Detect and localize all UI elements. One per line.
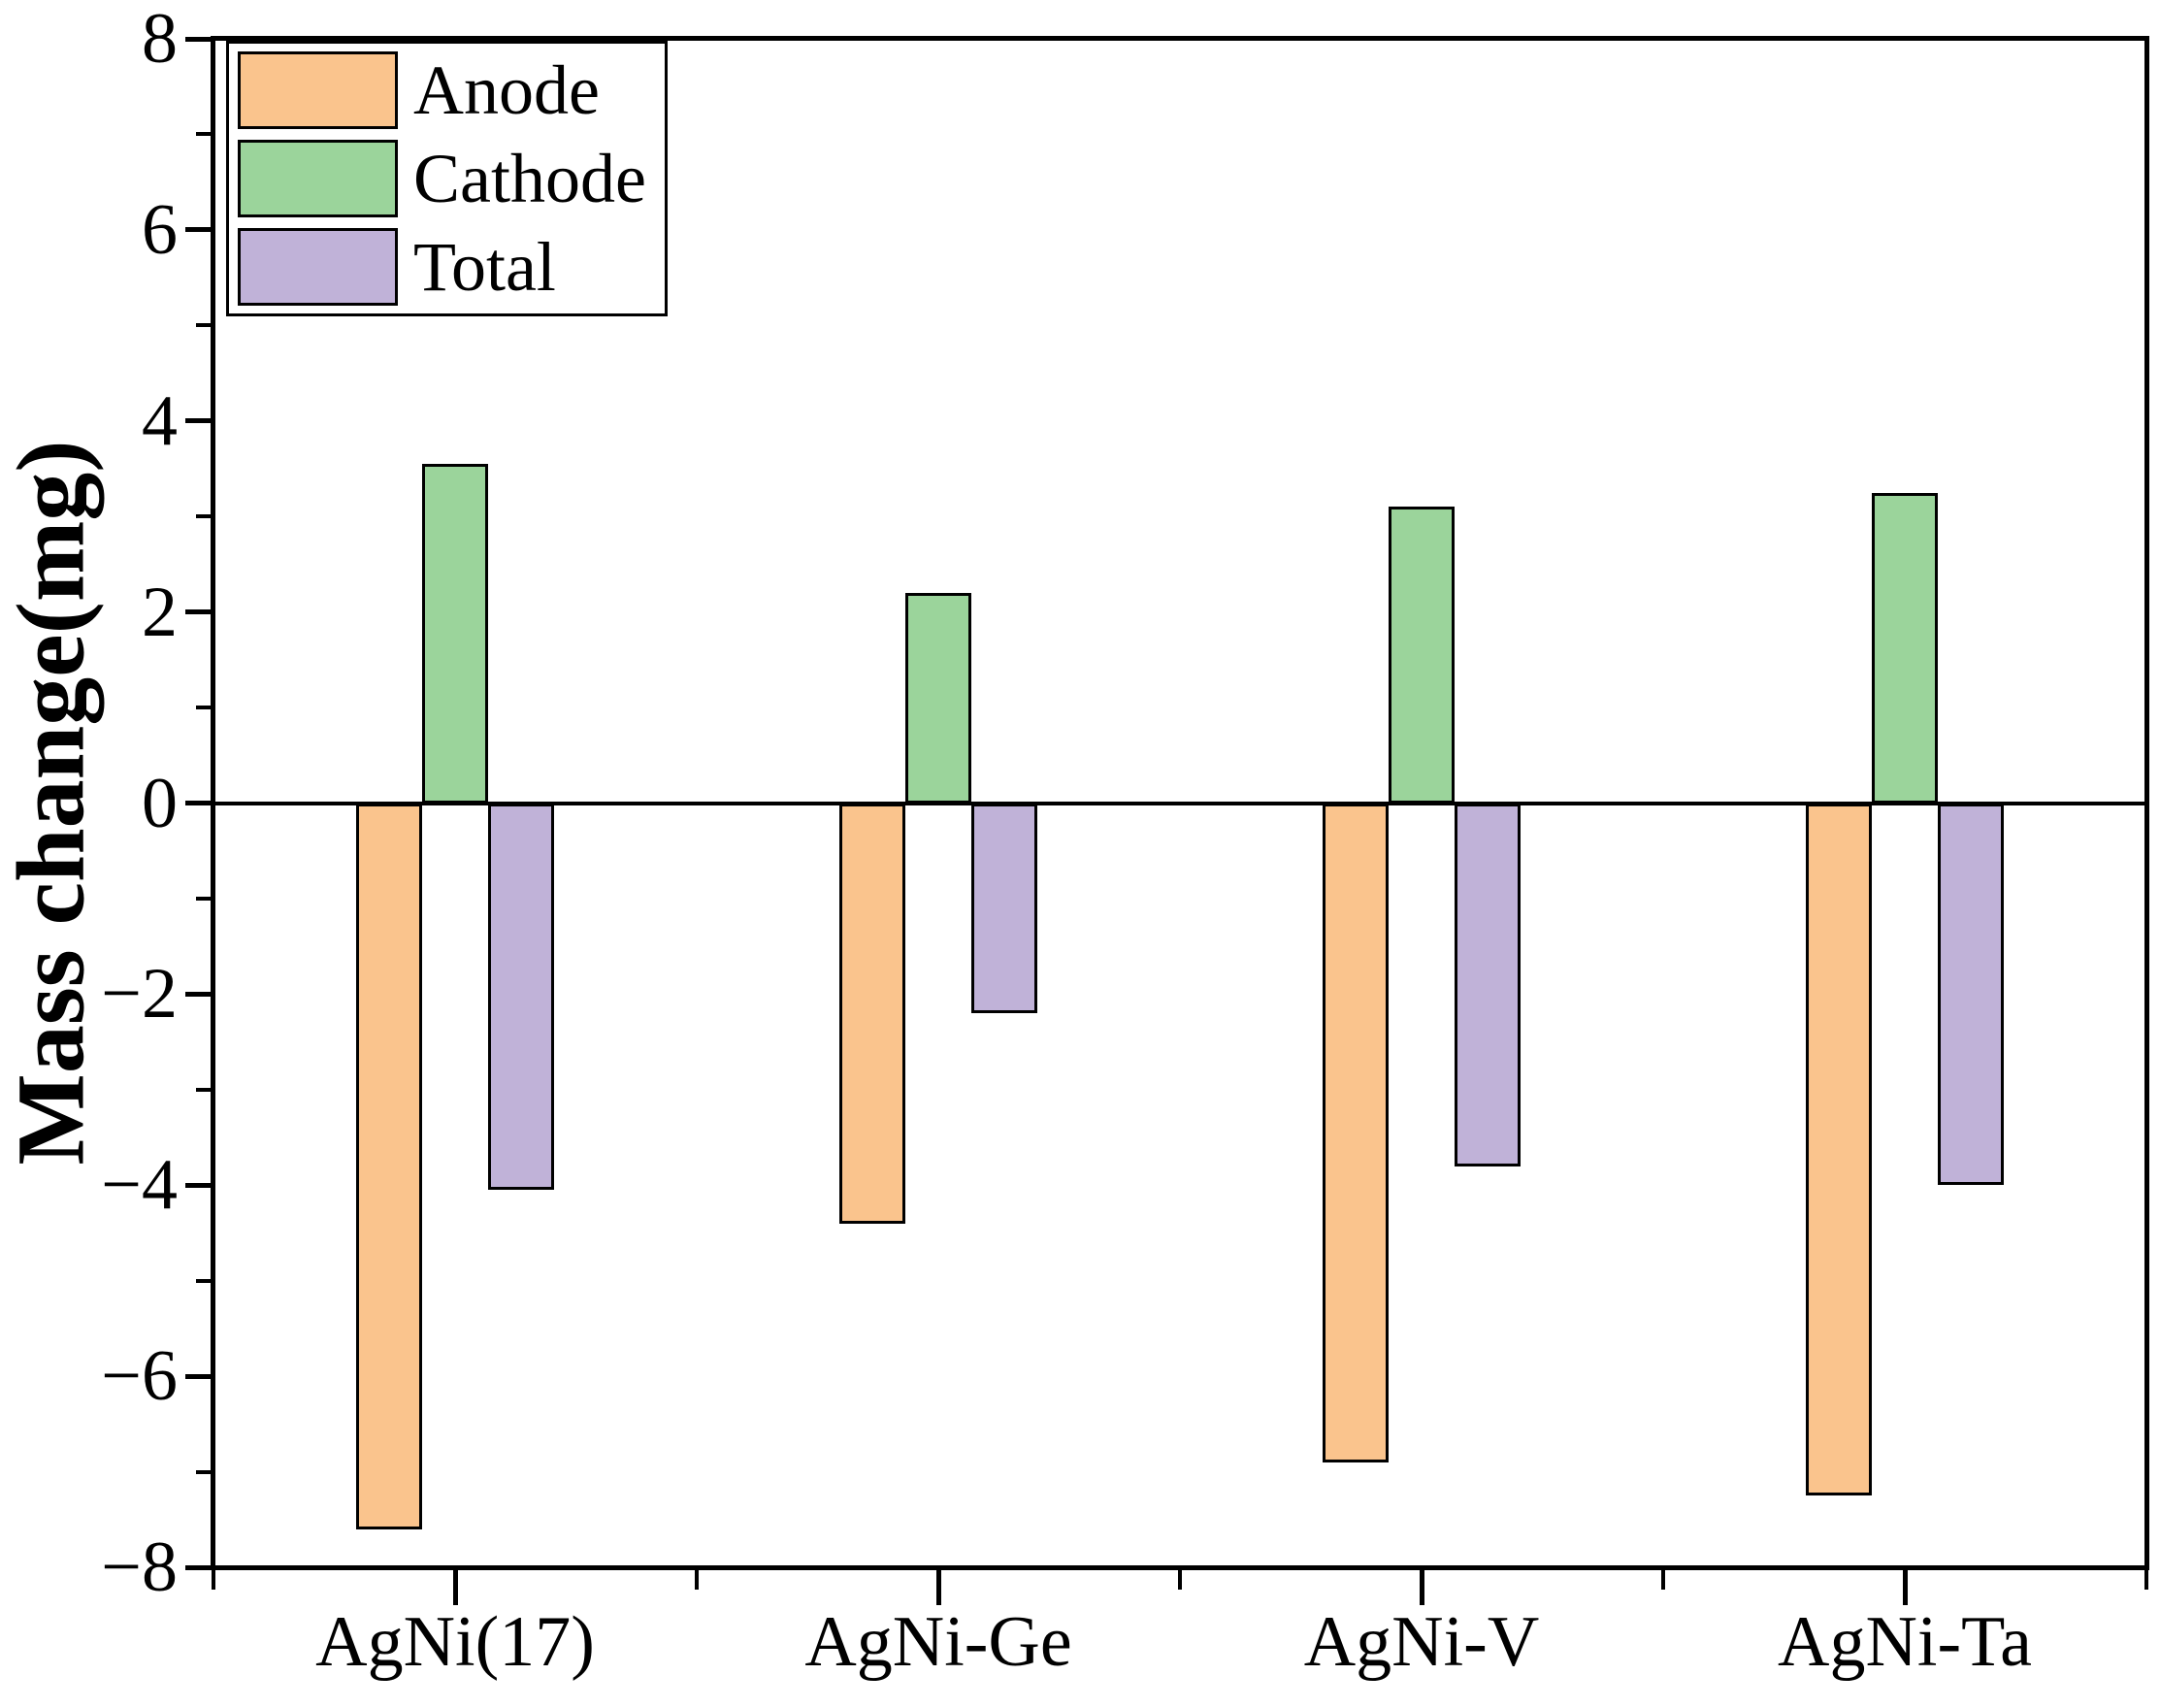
y-minor-tick xyxy=(196,514,211,519)
x-minor-tick xyxy=(1178,1570,1182,1590)
legend-swatch-cathode-icon xyxy=(238,140,398,217)
bar-anode-1 xyxy=(839,803,905,1224)
bar-anode-2 xyxy=(1323,803,1389,1462)
y-tick-label: −6 xyxy=(101,1336,178,1417)
y-tick-label: 4 xyxy=(142,380,178,461)
y-major-tick xyxy=(185,1564,211,1570)
y-tick-label: 8 xyxy=(142,0,178,79)
legend: Anode Cathode Total xyxy=(226,41,668,316)
x-major-tick xyxy=(1419,1570,1424,1605)
y-tick-label: −8 xyxy=(101,1527,178,1607)
y-minor-tick xyxy=(196,132,211,137)
x-minor-tick xyxy=(212,1570,215,1590)
x-category-label: AgNi-Ge xyxy=(804,1602,1072,1682)
x-category-label: AgNi-Ta xyxy=(1778,1602,2032,1682)
x-major-tick xyxy=(935,1570,941,1605)
y-minor-tick xyxy=(196,323,211,328)
legend-item-total: Total xyxy=(238,228,665,306)
y-tick-label: −2 xyxy=(101,954,178,1035)
y-major-tick xyxy=(185,1182,211,1188)
bar-total-0 xyxy=(488,803,554,1191)
y-major-tick xyxy=(185,1373,211,1379)
y-major-tick xyxy=(185,609,211,615)
bar-total-1 xyxy=(971,803,1037,1014)
bar-total-3 xyxy=(1938,803,2004,1186)
legend-swatch-anode-icon xyxy=(238,51,398,129)
y-tick-label: 6 xyxy=(142,189,178,270)
bar-anode-0 xyxy=(356,803,422,1529)
legend-label-cathode: Cathode xyxy=(413,140,646,217)
legend-item-cathode: Cathode xyxy=(238,140,665,217)
y-minor-tick xyxy=(196,1087,211,1092)
y-major-tick xyxy=(185,801,211,805)
bar-cathode-0 xyxy=(422,464,488,804)
x-minor-tick xyxy=(1661,1570,1665,1590)
y-tick-label: 0 xyxy=(142,763,178,843)
zero-line xyxy=(213,801,2146,805)
legend-label-total: Total xyxy=(413,228,556,306)
y-tick-label: −4 xyxy=(101,1145,178,1226)
legend-item-anode: Anode xyxy=(238,51,665,129)
x-major-tick xyxy=(452,1570,458,1605)
y-major-tick xyxy=(185,227,211,233)
bar-cathode-3 xyxy=(1872,492,1938,804)
y-tick-label: 2 xyxy=(142,572,178,652)
x-major-tick xyxy=(1902,1570,1908,1605)
bar-total-2 xyxy=(1455,803,1521,1166)
x-category-label: AgNi(17) xyxy=(315,1602,595,1682)
y-minor-tick xyxy=(196,1278,211,1283)
x-minor-tick xyxy=(2144,1570,2148,1590)
y-major-tick xyxy=(185,36,211,42)
x-minor-tick xyxy=(695,1570,699,1590)
bar-cathode-2 xyxy=(1389,507,1455,804)
y-minor-tick xyxy=(196,896,211,901)
legend-label-anode: Anode xyxy=(413,51,600,129)
y-minor-tick xyxy=(196,706,211,710)
bar-anode-3 xyxy=(1806,803,1872,1496)
legend-swatch-total-icon xyxy=(238,228,398,306)
x-category-label: AgNi-V xyxy=(1303,1602,1540,1682)
y-minor-tick xyxy=(196,1469,211,1474)
y-major-tick xyxy=(185,991,211,997)
y-major-tick xyxy=(185,418,211,424)
bar-cathode-1 xyxy=(905,592,971,804)
plot-frame xyxy=(211,36,2149,1570)
